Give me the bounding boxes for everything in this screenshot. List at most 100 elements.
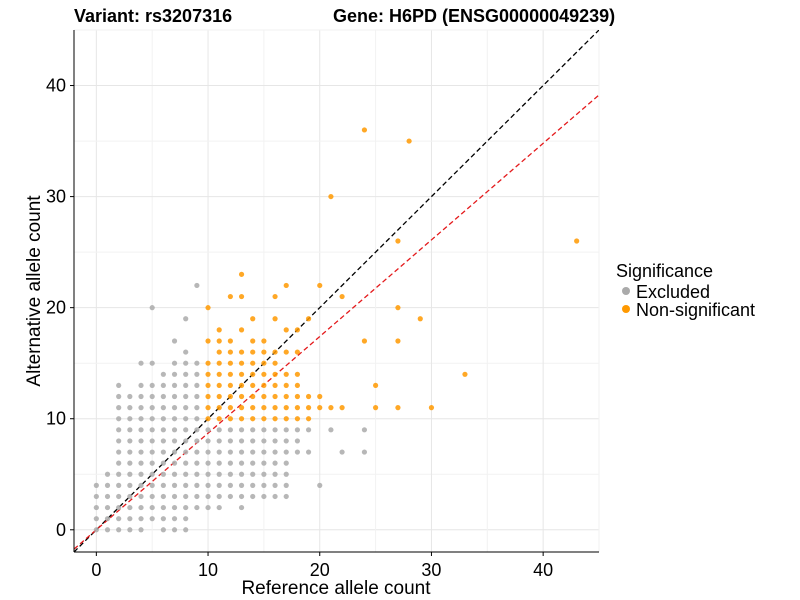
data-point [138, 460, 144, 466]
data-point [149, 393, 155, 400]
data-point [183, 504, 189, 511]
data-point [116, 471, 122, 477]
data-point [104, 504, 111, 511]
data-point [261, 493, 267, 500]
data-point [194, 493, 200, 500]
data-point [395, 338, 401, 344]
data-point [116, 416, 122, 422]
data-point [216, 493, 222, 500]
data-point [227, 471, 233, 477]
y-tick-label: 20 [46, 298, 66, 318]
data-point [227, 493, 233, 500]
data-point [261, 405, 267, 411]
y-tick-label: 30 [46, 187, 66, 207]
data-point [116, 405, 122, 411]
data-point [171, 460, 178, 466]
data-point [160, 504, 166, 511]
data-point [328, 405, 334, 411]
data-point [171, 449, 178, 455]
data-point [104, 471, 111, 477]
data-point [216, 449, 222, 455]
data-point [194, 460, 200, 466]
data-point [238, 327, 245, 333]
data-point [138, 482, 144, 488]
data-point [93, 493, 99, 500]
data-point [227, 382, 233, 389]
data-point [250, 405, 256, 411]
data-point [183, 371, 189, 377]
data-point [138, 360, 144, 366]
data-point [272, 471, 278, 477]
data-point [171, 360, 178, 366]
data-point [138, 493, 144, 500]
data-point [238, 405, 245, 411]
data-point [227, 338, 233, 344]
data-point [261, 393, 267, 400]
data-point [238, 393, 245, 400]
data-point [194, 438, 200, 444]
data-point [194, 449, 200, 455]
data-point [261, 471, 267, 477]
data-point [272, 438, 278, 444]
data-point [194, 405, 200, 411]
data-point [171, 482, 178, 488]
data-point [205, 338, 211, 344]
data-point [250, 382, 256, 389]
data-point [205, 449, 211, 455]
data-point [294, 349, 301, 355]
data-point [317, 282, 323, 289]
data-point [138, 527, 144, 533]
chart-title-variant: Variant: rs3207316 [74, 6, 232, 26]
data-point [160, 382, 166, 389]
data-point [272, 493, 278, 500]
data-point [250, 393, 256, 400]
data-point [462, 371, 468, 377]
data-point [93, 504, 99, 511]
data-point [194, 360, 200, 366]
data-point [238, 360, 245, 366]
data-point [183, 482, 189, 488]
data-point [339, 405, 345, 411]
data-point [216, 416, 222, 422]
data-point [116, 460, 122, 466]
data-point [227, 460, 233, 466]
data-point [205, 493, 211, 500]
data-point [171, 371, 178, 377]
data-point [160, 482, 166, 488]
data-point [138, 504, 144, 511]
data-point [138, 516, 144, 522]
data-point [238, 460, 245, 466]
data-point [216, 349, 222, 355]
data-point [272, 382, 278, 389]
x-axis-ticks: 0 10 20 30 40 [91, 552, 553, 580]
data-points [93, 127, 580, 533]
data-point [149, 504, 155, 511]
data-point [194, 371, 200, 377]
data-point [183, 382, 189, 389]
data-point [395, 238, 401, 244]
data-point [272, 316, 278, 322]
data-point [317, 482, 323, 488]
data-point [138, 427, 144, 433]
data-point [361, 449, 368, 455]
data-point [116, 493, 122, 500]
data-point [317, 405, 323, 411]
data-point [406, 138, 412, 144]
data-point [261, 382, 267, 389]
data-point [361, 127, 368, 133]
data-point [227, 393, 233, 400]
data-point [160, 527, 166, 533]
data-point [194, 393, 200, 400]
data-point [238, 382, 245, 389]
data-point [194, 382, 200, 389]
data-point [127, 427, 133, 433]
data-point [250, 427, 256, 433]
data-point [116, 382, 122, 389]
data-point [283, 493, 289, 500]
data-point [283, 393, 289, 400]
data-point [183, 427, 189, 433]
data-point [138, 393, 144, 400]
data-point [205, 371, 211, 377]
data-point [305, 405, 312, 411]
